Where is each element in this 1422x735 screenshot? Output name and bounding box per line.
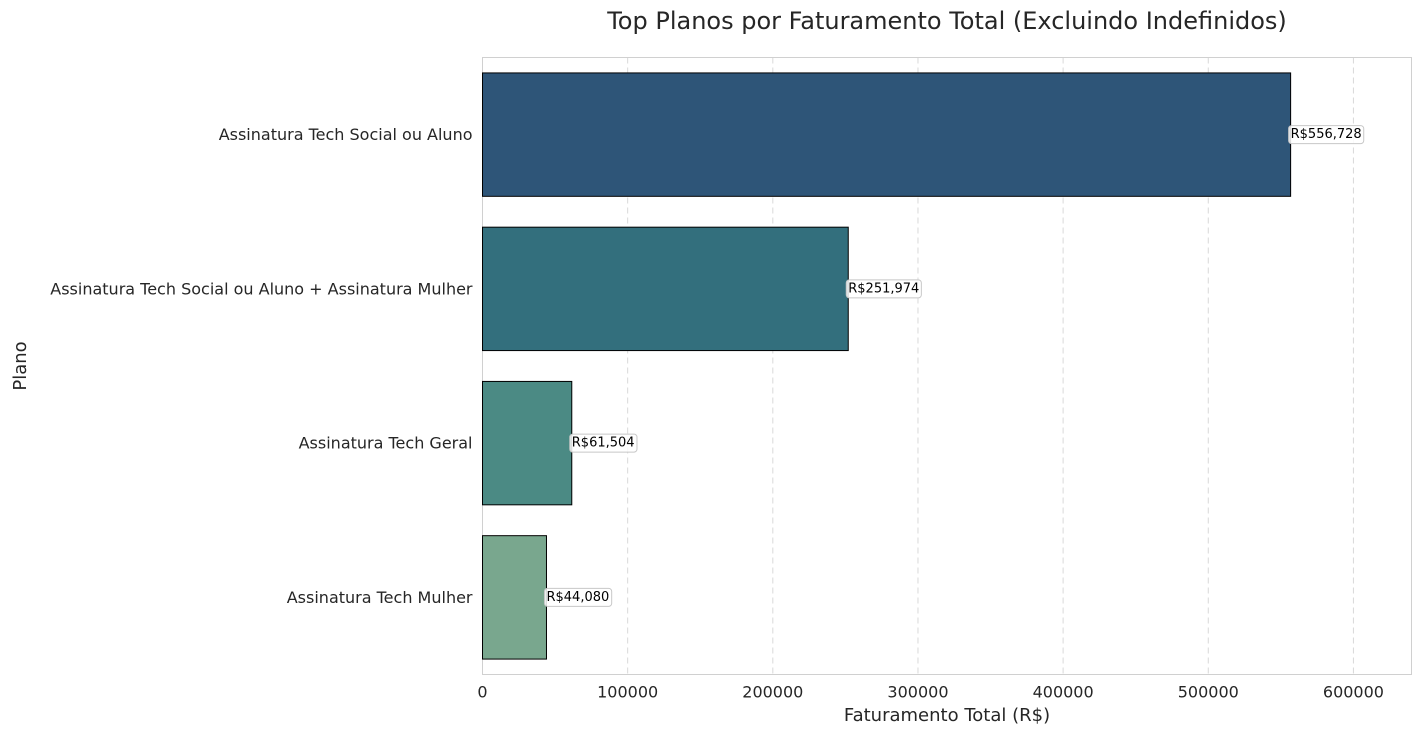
y-tick-label: Assinatura Tech Social ou Aluno + Assina… <box>50 279 473 298</box>
bars <box>482 72 1292 660</box>
x-tick-label: 500000 <box>1178 683 1239 702</box>
y-tick-label: Assinatura Tech Mulher <box>287 588 473 607</box>
bar <box>482 72 1292 197</box>
data-label: R$61,504 <box>572 436 635 451</box>
y-axis-label: Plano <box>10 341 31 390</box>
y-tick-label: Assinatura Tech Geral <box>299 434 473 453</box>
chart-title: Top Planos por Faturamento Total (Exclui… <box>606 7 1287 35</box>
plot-frame <box>482 57 1412 675</box>
data-label: R$556,728 <box>1291 127 1362 142</box>
x-tick-label: 600000 <box>1323 683 1384 702</box>
data-label-background <box>543 587 613 607</box>
y-tick-labels: Assinatura Tech Social ou Aluno Assinatur… <box>50 125 473 607</box>
bar <box>482 226 849 352</box>
data-labels: R$556,728 R$251,974 R$61,504 R$44,080 <box>543 125 1365 607</box>
x-tick-labels: 0 100000 200000 300000 400000 500000 600000 <box>477 683 1384 702</box>
data-label-background <box>1288 125 1365 145</box>
x-tick-label: 200000 <box>742 683 803 702</box>
x-tick-label: 300000 <box>887 683 948 702</box>
x-tick-label: 0 <box>477 683 487 702</box>
x-tick-label: 400000 <box>1033 683 1094 702</box>
data-label-background <box>845 279 922 299</box>
data-label: R$44,080 <box>546 590 609 605</box>
x-axis-label: Faturamento Total (R$) <box>844 705 1050 726</box>
y-tick-label: Assinatura Tech Social ou Aluno <box>219 125 473 144</box>
x-tick-label: 100000 <box>597 683 658 702</box>
data-label-background <box>569 433 638 453</box>
bar <box>482 535 547 660</box>
data-label: R$251,974 <box>848 281 919 296</box>
bar <box>482 380 573 506</box>
